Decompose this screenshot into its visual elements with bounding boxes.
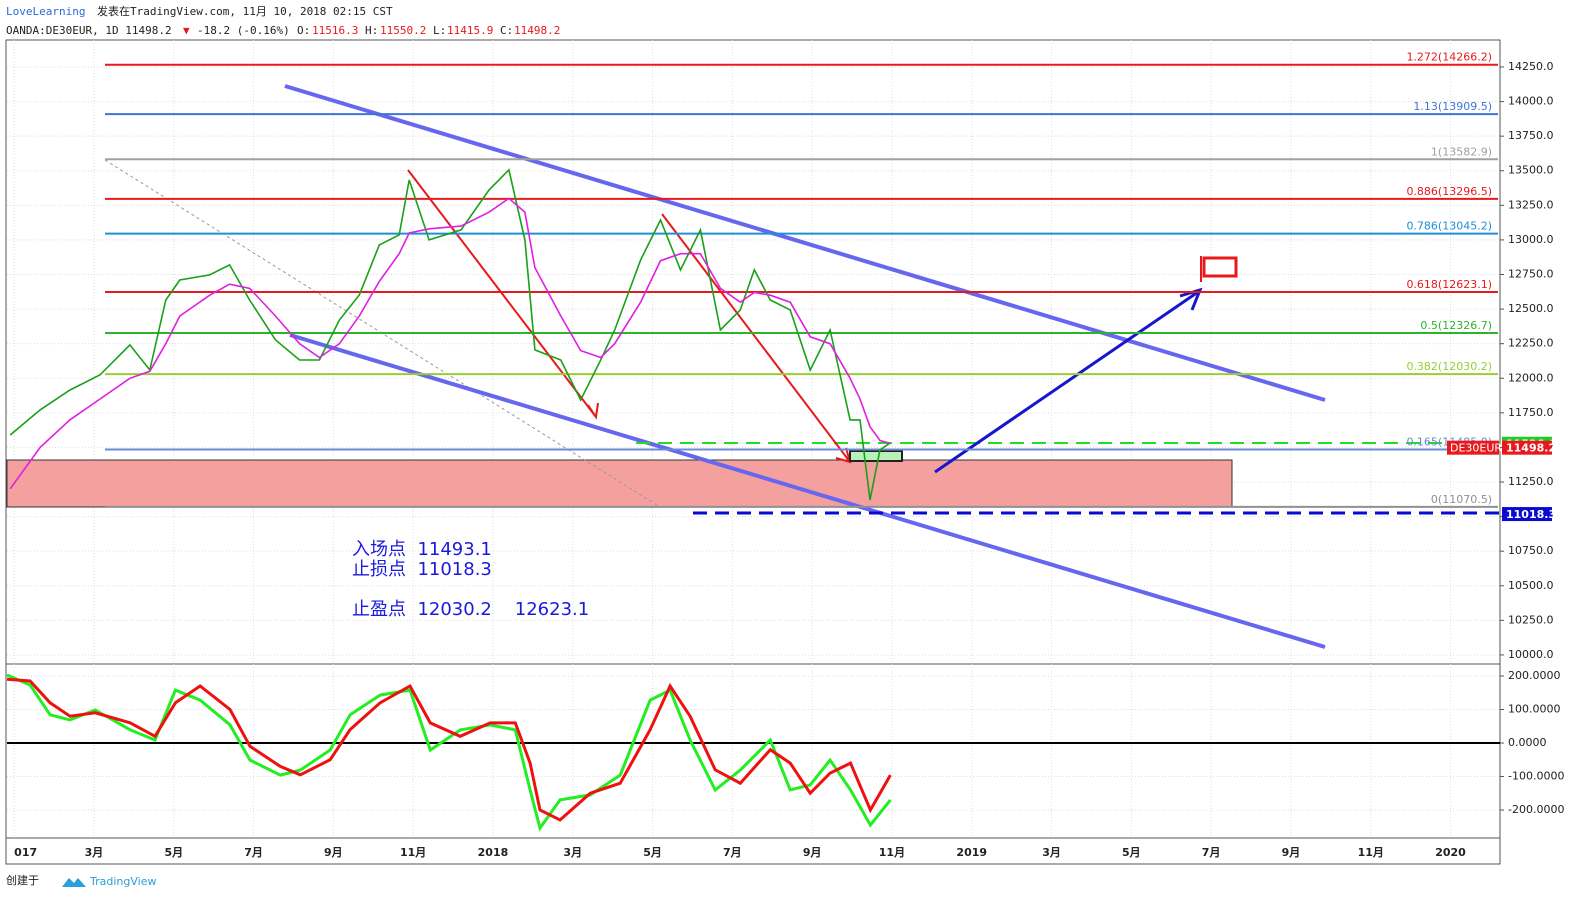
author[interactable]: LoveLearning <box>6 5 85 18</box>
x-tick-label: 9月 <box>324 846 343 859</box>
x-tick-label: 3月 <box>563 846 582 859</box>
trend-dashed <box>104 159 661 508</box>
zone <box>6 459 1233 508</box>
note-target: 止盈点 12030.2 12623.1 <box>352 599 589 620</box>
x-tick-label: 11月 <box>1358 846 1384 859</box>
c-value: 11498.2 <box>514 24 560 37</box>
c-label: C: <box>500 24 513 37</box>
symbol: OANDA:DE30EUR, 1D 11498.2 <box>6 24 172 37</box>
channel-lower <box>289 333 1326 649</box>
y-tick-label: 10250.0 <box>1508 613 1554 626</box>
y-tick-label: 13250.0 <box>1508 198 1554 211</box>
fib-label: 0.886(13296.5) <box>1406 185 1492 198</box>
footer-brand[interactable]: TradingView <box>89 875 156 888</box>
h-value: 11550.2 <box>380 24 426 37</box>
x-tick-label: 2020 <box>1435 846 1466 859</box>
published: 发表在TradingView.com, 11月 10, 2018 02:15 C… <box>97 4 393 18</box>
o-value: 11516.3 <box>312 24 358 37</box>
channel-upper <box>284 84 1326 402</box>
y-tick-label: 14000.0 <box>1508 95 1554 108</box>
tv-logo <box>62 878 86 887</box>
y-tick-label: 10500.0 <box>1508 579 1554 592</box>
y-tick-label: 100.0000 <box>1508 702 1561 715</box>
target-arrow-head <box>1179 287 1203 311</box>
arrow <box>407 169 597 418</box>
x-tick-label: 11月 <box>879 846 905 859</box>
x-tick-label: 3月 <box>1042 846 1061 859</box>
x-tick-label: 2018 <box>478 846 509 859</box>
y-tick-label: -200.0000 <box>1508 803 1564 816</box>
fib-label: 0.786(13045.2) <box>1406 220 1492 233</box>
change: -18.2 (-0.16%) <box>197 24 290 37</box>
series-line <box>9 197 891 490</box>
target-arrow <box>934 290 1199 474</box>
l-value: 11415.9 <box>447 24 493 37</box>
x-tick-label: 2019 <box>956 846 987 859</box>
price-tag-label: 11498.2 <box>1506 442 1556 455</box>
y-tick-label: 12750.0 <box>1508 267 1554 280</box>
flag <box>1200 256 1238 282</box>
x-tick-label: 017 <box>14 846 37 859</box>
flag-cloth <box>1202 256 1238 278</box>
price-tag-label: 11018.3 <box>1506 508 1556 521</box>
y-tick-label: 14250.0 <box>1508 60 1554 73</box>
frame <box>5 39 1501 865</box>
x-tick-label: 5月 <box>164 846 183 859</box>
red-arrows <box>407 169 852 464</box>
fib-label: 0.5(12326.7) <box>1420 319 1492 332</box>
y-tick-label: 200.0000 <box>1508 669 1561 682</box>
x-tick-label: 9月 <box>803 846 822 859</box>
fib-label: 1.272(14266.2) <box>1406 51 1492 64</box>
x-tick-label: 3月 <box>85 846 104 859</box>
h-label: H: <box>365 24 378 37</box>
entry-box <box>849 450 903 462</box>
y-tick-label: 0.0000 <box>1508 736 1547 749</box>
series-line <box>9 168 891 501</box>
x-tick-label: 7月 <box>1202 846 1221 859</box>
footer-created: 创建于 <box>6 873 39 887</box>
series-line <box>6 677 892 822</box>
note-entry: 入场点 11493.1 <box>352 539 492 560</box>
price-tag <box>1502 507 1552 522</box>
y-tick-label: 13750.0 <box>1508 129 1554 142</box>
fib-label: 0.618(12623.1) <box>1406 278 1492 291</box>
o-label: O: <box>297 24 310 37</box>
y-tick-label: 11250.0 <box>1508 475 1554 488</box>
price-tag <box>1502 440 1552 455</box>
note-stop: 止损点 11018.3 <box>352 559 492 580</box>
change-arrow: ▼ <box>183 24 190 37</box>
x-tick-label: 9月 <box>1282 846 1301 859</box>
arrow <box>661 213 851 463</box>
y-tick-label: 10000.0 <box>1508 648 1554 661</box>
symbol-tag <box>1447 440 1499 455</box>
y-tick-label: 13500.0 <box>1508 164 1554 177</box>
x-tick-label: 5月 <box>643 846 662 859</box>
x-tick-label: 7月 <box>723 846 742 859</box>
arrow-head <box>587 402 599 420</box>
y-tick-label: 12000.0 <box>1508 371 1554 384</box>
fib-label: 0.382(12030.2) <box>1406 360 1492 373</box>
y-tick-label: 10750.0 <box>1508 544 1554 557</box>
x-tick-label: 11月 <box>400 846 426 859</box>
x-tick-label: 5月 <box>1122 846 1141 859</box>
fib-label: 1(13582.9) <box>1431 145 1492 158</box>
y-tick-label: 11750.0 <box>1508 406 1554 419</box>
l-label: L: <box>433 24 446 37</box>
y-tick-label: -100.0000 <box>1508 769 1564 782</box>
symbol-tag-label: DE30EUR <box>1450 442 1502 455</box>
y-tick-label: 13000.0 <box>1508 233 1554 246</box>
fib-label: 1.13(13909.5) <box>1413 100 1492 113</box>
y-tick-label: 12500.0 <box>1508 302 1554 315</box>
x-tick-label: 7月 <box>244 846 263 859</box>
fib-label: 0(11070.5) <box>1431 493 1492 506</box>
y-tick-label: 12250.0 <box>1508 337 1554 350</box>
